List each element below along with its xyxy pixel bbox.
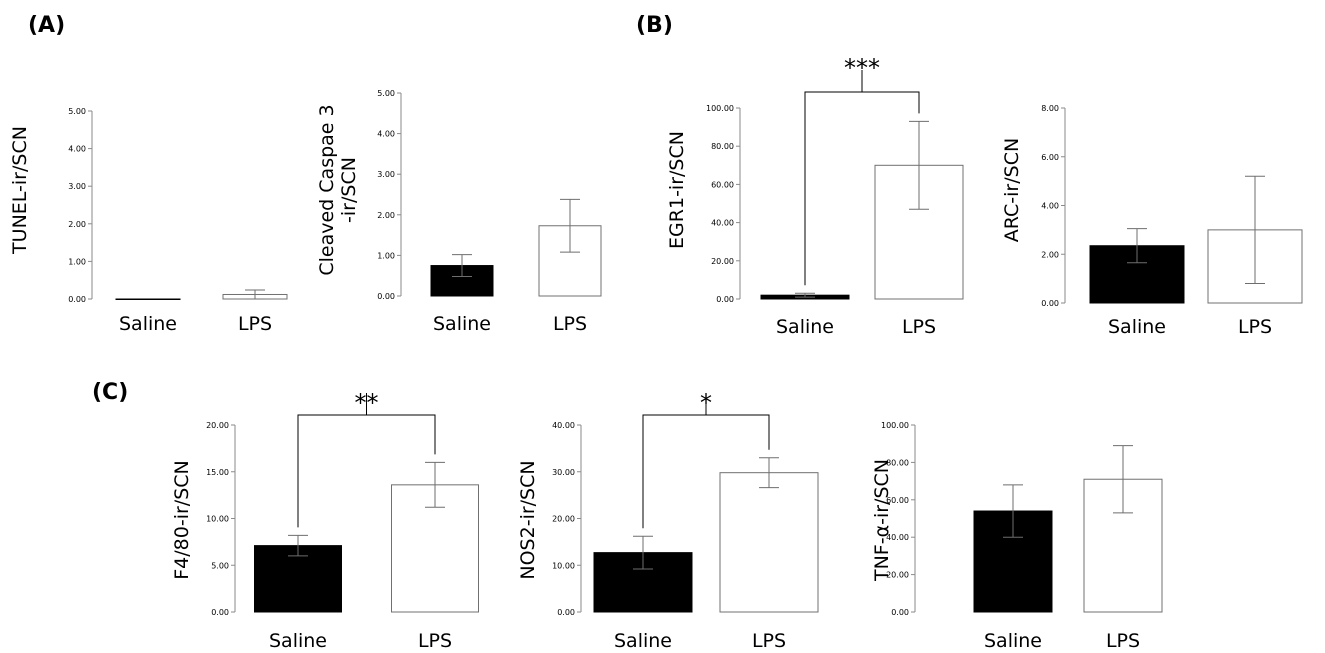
y-tick-label: 0.00 (1041, 299, 1059, 308)
significance-label: *** (844, 54, 880, 82)
y-axis-label: F4/80-ir/SCN (171, 460, 193, 579)
panel-label-c: (C) (92, 380, 128, 405)
y-tick-label: 20.00 (206, 421, 229, 430)
y-tick-label: 4.00 (377, 130, 395, 139)
y-tick-label: 10.00 (552, 561, 575, 570)
y-tick-label: 20.00 (552, 515, 575, 524)
y-axis-label: EGR1-ir/SCN (666, 131, 688, 249)
category-label: Saline (984, 630, 1042, 652)
y-tick-label: 20.00 (886, 571, 909, 580)
y-axis-label: TNF-α-ir/SCN (871, 459, 893, 582)
category-label: Saline (1108, 316, 1166, 338)
y-tick-label: 3.00 (377, 170, 395, 179)
y-tick-label: 30.00 (552, 468, 575, 477)
category-label: LPS (1238, 316, 1272, 338)
y-tick-label: 2.00 (377, 211, 395, 220)
bar-lps (719, 472, 819, 613)
y-tick-label: 4.00 (1041, 202, 1059, 211)
bar-saline (430, 265, 494, 297)
chart-5: 0.00 5.00 10.00 15.00 20.00 F4/80-ir/SCN Salin… (171, 389, 479, 652)
category-label: Saline (433, 313, 491, 335)
significance-label: ** (355, 389, 379, 417)
y-tick-label: 6.00 (1041, 153, 1059, 162)
category-label: Saline (776, 316, 834, 338)
category-label: Saline (614, 630, 672, 652)
y-tick-label: 100.00 (881, 421, 909, 430)
y-tick-label: 2.00 (1041, 250, 1059, 259)
y-tick-label: 0.00 (716, 295, 734, 304)
bar-saline (115, 298, 181, 300)
y-tick-label: 4.00 (68, 145, 86, 154)
y-tick-label: 60.00 (886, 496, 909, 505)
y-tick-label: 8.00 (1041, 104, 1059, 113)
category-label: LPS (1106, 630, 1140, 652)
y-tick-label: 0.00 (557, 608, 575, 617)
y-tick-label: 40.00 (552, 421, 575, 430)
y-tick-label: 40.00 (711, 219, 734, 228)
charts-group: 0.00 1.00 2.00 3.00 4.00 5.00 TUNEL-ir/SCN Sali… (9, 54, 1303, 652)
y-tick-label: 15.00 (206, 468, 229, 477)
panel-label-a: (A) (28, 13, 65, 38)
category-label: LPS (752, 630, 786, 652)
chart-6: 0.00 10.00 20.00 30.00 40.00 NOS2-ir/SCN Salin… (517, 389, 819, 652)
y-tick-label: 1.00 (68, 257, 86, 266)
y-tick-label: 0.00 (68, 295, 86, 304)
category-label: LPS (553, 313, 587, 335)
category-label: LPS (418, 630, 452, 652)
chart-3: 0.00 20.00 40.00 60.00 80.00 100.00 EGR1-ir/SC… (666, 54, 964, 338)
category-label: LPS (238, 313, 272, 335)
y-tick-label: 20.00 (711, 257, 734, 266)
chart-4: 0.00 2.00 4.00 6.00 8.00 ARC-ir/SCN Saline LPS (1001, 104, 1303, 338)
category-label: Saline (269, 630, 327, 652)
category-label: LPS (902, 316, 936, 338)
y-tick-label: 80.00 (886, 458, 909, 467)
chart-2: 0.00 1.00 2.00 3.00 4.00 5.00 Cleaved Caspae 3… (316, 89, 602, 335)
y-tick-label: 0.00 (891, 608, 909, 617)
y-axis-label: ARC-ir/SCN (1001, 138, 1023, 242)
y-tick-label: 3.00 (68, 182, 86, 191)
y-axis-label: NOS2-ir/SCN (517, 460, 539, 579)
y-axis-label: TUNEL-ir/SCN (9, 126, 31, 255)
y-tick-label: 100.00 (706, 104, 734, 113)
y-axis-label: -ir/SCN (338, 157, 360, 223)
chart-1: 0.00 1.00 2.00 3.00 4.00 5.00 TUNEL-ir/SCN Sali… (9, 107, 288, 335)
significance-label: * (700, 389, 712, 417)
y-tick-label: 10.00 (206, 515, 229, 524)
y-tick-label: 1.00 (377, 251, 395, 260)
panel-label-b: (B) (636, 13, 673, 38)
bar-saline (254, 545, 342, 613)
chart-7: 0.00 20.00 40.00 60.00 80.00 100.00 TNF-α-ir/S… (871, 421, 1163, 652)
y-axis-label: Cleaved Caspae 3 (316, 104, 338, 275)
y-tick-label: 5.00 (211, 561, 229, 570)
y-tick-label: 60.00 (711, 180, 734, 189)
y-tick-label: 80.00 (711, 142, 734, 151)
y-tick-label: 0.00 (377, 292, 395, 301)
category-label: Saline (119, 313, 177, 335)
y-tick-label: 2.00 (68, 220, 86, 229)
y-tick-label: 5.00 (68, 107, 86, 116)
y-tick-label: 5.00 (377, 89, 395, 98)
y-tick-label: 0.00 (211, 608, 229, 617)
y-tick-label: 40.00 (886, 533, 909, 542)
